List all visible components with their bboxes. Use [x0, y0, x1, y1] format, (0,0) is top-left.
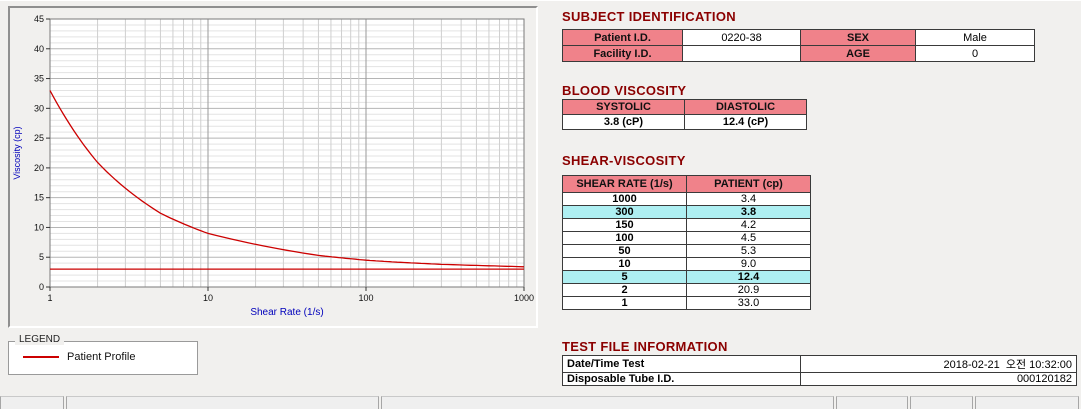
table-row: 1 33.0	[562, 296, 811, 310]
viscosity-chart: 0 5 10 15 20 25 30 35 40 45 1 10 100 1000 Viscosity (c…	[12, 14, 534, 318]
svg-text:35: 35	[34, 74, 44, 84]
shear-rate-cell: 10	[562, 257, 687, 271]
date-time-test-value: 2018-02-21 오전 10:32:00	[800, 355, 1077, 373]
patient-id-value: 0220-38	[682, 29, 801, 46]
blood-viscosity-table: SYSTOLIC DIASTOLIC 3.8 (cP) 12.4 (cP)	[562, 99, 807, 130]
table-row: Facility I.D. AGE 0	[562, 45, 1035, 62]
table-row: Patient I.D. 0220-38 SEX Male	[562, 29, 1035, 46]
table-row: 3.8 (cP) 12.4 (cP)	[562, 114, 807, 130]
svg-text:1: 1	[47, 293, 52, 303]
svg-text:40: 40	[34, 44, 44, 54]
systolic-header: SYSTOLIC	[562, 99, 685, 115]
table-row: 100 4.5	[562, 231, 811, 245]
svg-text:Shear Rate (1/s): Shear Rate (1/s)	[250, 307, 323, 318]
patient-value-cell: 4.2	[686, 218, 811, 232]
shear-rate-cell: 50	[562, 244, 687, 258]
svg-text:25: 25	[34, 133, 44, 143]
toolbar-button[interactable]	[910, 396, 973, 409]
results-panel: SUBJECT IDENTIFICATION Patient I.D. 0220…	[562, 1, 1078, 408]
toolbar-button[interactable]	[66, 396, 379, 409]
blood-viscosity-title: BLOOD VISCOSITY	[562, 83, 687, 98]
legend-caption: LEGEND	[15, 334, 65, 345]
svg-text:30: 30	[34, 103, 44, 113]
table-row: 150 4.2	[562, 218, 811, 232]
table-row: SHEAR RATE (1/s) PATIENT (cp)	[562, 175, 811, 193]
table-row: 10 9.0	[562, 257, 811, 271]
age-label: AGE	[800, 45, 916, 62]
shear-viscosity-title: SHEAR-VISCOSITY	[562, 153, 686, 168]
shear-rate-header: SHEAR RATE (1/s)	[562, 175, 687, 193]
legend-item: Patient Profile	[9, 342, 197, 363]
shear-rate-cell: 1	[562, 296, 687, 310]
patient-value-cell: 20.9	[686, 283, 811, 297]
shear-rate-cell: 2	[562, 283, 687, 297]
patient-value-cell: 9.0	[686, 257, 811, 271]
shear-rate-cell: 1000	[562, 192, 687, 206]
svg-text:1000: 1000	[514, 293, 534, 303]
table-row: 1000 3.4	[562, 192, 811, 206]
table-row: Disposable Tube I.D. 000120182	[562, 372, 1077, 386]
toolbar-button[interactable]	[0, 396, 64, 409]
sex-value: Male	[915, 29, 1035, 46]
test-file-information-table: Date/Time Test 2018-02-21 오전 10:32:00 Di…	[562, 355, 1077, 386]
sex-label: SEX	[800, 29, 916, 46]
shear-rate-cell: 100	[562, 231, 687, 245]
table-row: 2 20.9	[562, 283, 811, 297]
diastolic-header: DIASTOLIC	[684, 99, 807, 115]
legend-box: LEGEND Patient Profile	[8, 334, 198, 375]
svg-text:45: 45	[34, 14, 44, 24]
shear-viscosity-table: SHEAR RATE (1/s) PATIENT (cp) 1000 3.4 3…	[562, 175, 811, 310]
facility-id-value	[682, 45, 801, 62]
patient-cp-header: PATIENT (cp)	[686, 175, 811, 193]
svg-text:5: 5	[39, 252, 44, 262]
svg-text:15: 15	[34, 193, 44, 203]
toolbar-button[interactable]	[381, 396, 834, 409]
date-time-test-label: Date/Time Test	[562, 355, 801, 373]
shear-rate-cell: 5	[562, 270, 687, 284]
toolbar-button[interactable]	[975, 396, 1079, 409]
svg-text:0: 0	[39, 282, 44, 292]
table-row: SYSTOLIC DIASTOLIC	[562, 99, 807, 115]
subject-identification-title: SUBJECT IDENTIFICATION	[562, 9, 736, 24]
patient-id-label: Patient I.D.	[562, 29, 683, 46]
legend-item-label: Patient Profile	[67, 351, 136, 363]
subject-identification-table: Patient I.D. 0220-38 SEX Male Facility I…	[562, 29, 1035, 62]
patient-value-cell: 4.5	[686, 231, 811, 245]
toolbar-button[interactable]	[836, 396, 908, 409]
patient-value-cell: 3.4	[686, 192, 811, 206]
disposable-tube-id-value: 000120182	[800, 372, 1077, 386]
table-row: 50 5.3	[562, 244, 811, 258]
viscosity-chart-panel: 0 5 10 15 20 25 30 35 40 45 1 10 100 1000 Viscosity (c…	[8, 6, 538, 328]
systolic-value: 3.8 (cP)	[562, 114, 685, 130]
diastolic-value: 12.4 (cP)	[684, 114, 807, 130]
patient-value-cell: 12.4	[686, 270, 811, 284]
svg-text:10: 10	[203, 293, 213, 303]
svg-text:Viscosity (cp): Viscosity (cp)	[12, 126, 22, 179]
table-row: 5 12.4	[562, 270, 811, 284]
svg-text:10: 10	[34, 222, 44, 232]
bottom-toolbar	[0, 396, 1081, 409]
table-row: 300 3.8	[562, 205, 811, 219]
facility-id-label: Facility I.D.	[562, 45, 683, 62]
patient-value-cell: 3.8	[686, 205, 811, 219]
patient-profile-line-icon	[23, 356, 59, 358]
table-row: Date/Time Test 2018-02-21 오전 10:32:00	[562, 355, 1077, 373]
patient-value-cell: 5.3	[686, 244, 811, 258]
test-file-information-title: TEST FILE INFORMATION	[562, 339, 728, 354]
shear-rate-cell: 150	[562, 218, 687, 232]
disposable-tube-id-label: Disposable Tube I.D.	[562, 372, 801, 386]
age-value: 0	[915, 45, 1035, 62]
svg-text:20: 20	[34, 163, 44, 173]
shear-rate-cell: 300	[562, 205, 687, 219]
svg-text:100: 100	[358, 293, 373, 303]
patient-value-cell: 33.0	[686, 296, 811, 310]
